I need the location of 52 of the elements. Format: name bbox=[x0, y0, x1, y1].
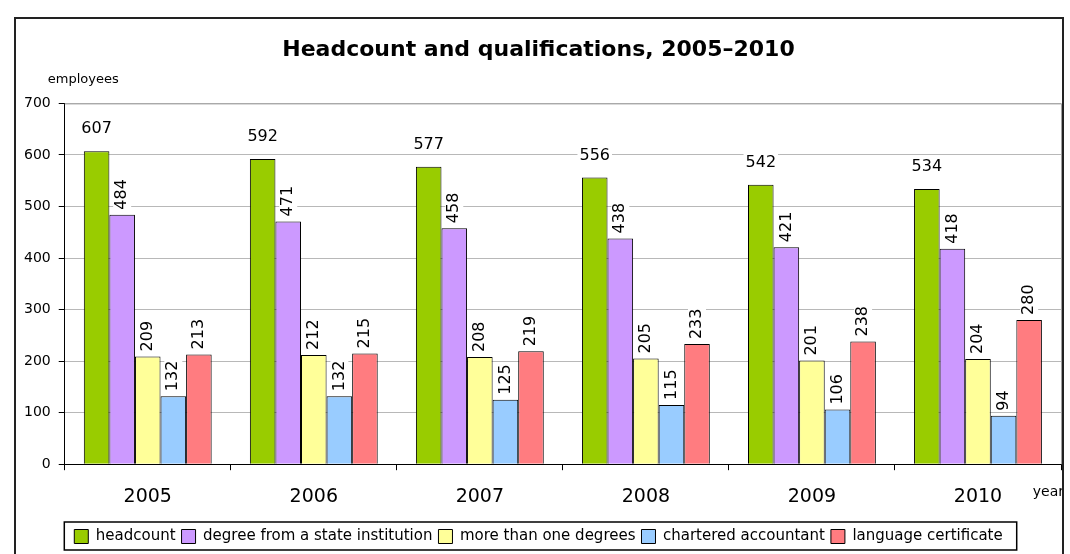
data-label: 592 bbox=[247, 126, 278, 146]
data-label: 607 bbox=[81, 118, 112, 138]
data-label: 233 bbox=[686, 308, 706, 340]
chart-title: Headcount and qualifications, 2005–2010 bbox=[282, 35, 795, 61]
data-label: 534 bbox=[911, 156, 943, 176]
legend-label: degree from a state institution bbox=[203, 526, 433, 545]
y-axis-title: employees bbox=[47, 70, 119, 86]
data-label: 212 bbox=[302, 319, 322, 350]
x-axis-title: year bbox=[1032, 482, 1065, 499]
y-tick-label: 700 bbox=[23, 94, 51, 111]
x-tick-label: 2008 bbox=[621, 483, 671, 506]
data-label: 209 bbox=[136, 320, 156, 352]
data-label: 205 bbox=[635, 322, 655, 354]
data-label: 577 bbox=[413, 133, 444, 153]
x-tick-label: 2007 bbox=[455, 483, 505, 506]
x-tick-label: 2005 bbox=[123, 483, 172, 506]
data-label: 484 bbox=[111, 179, 131, 210]
data-label: 438 bbox=[609, 202, 629, 234]
y-tick-label: 300 bbox=[23, 300, 51, 317]
data-label: 458 bbox=[443, 192, 463, 224]
data-label: 215 bbox=[354, 317, 374, 349]
data-label: 106 bbox=[826, 374, 846, 405]
legend-label: chartered accountant bbox=[663, 526, 826, 545]
legend-label: language certificate bbox=[852, 526, 1003, 545]
data-label: 219 bbox=[520, 315, 540, 347]
data-label: 94 bbox=[992, 390, 1012, 411]
data-label: 421 bbox=[775, 211, 795, 243]
x-tick-label: 2006 bbox=[289, 483, 338, 506]
y-tick-label: 400 bbox=[23, 248, 51, 265]
legend-label: headcount bbox=[95, 526, 176, 545]
data-label: 201 bbox=[801, 325, 821, 356]
data-label: 213 bbox=[188, 318, 208, 350]
data-label: 471 bbox=[277, 185, 297, 217]
y-tick-label: 200 bbox=[23, 351, 51, 368]
x-tick-label: 2009 bbox=[787, 483, 837, 506]
data-label: 238 bbox=[852, 305, 872, 337]
data-label: 115 bbox=[660, 369, 680, 400]
y-tick-label: 0 bbox=[41, 454, 51, 471]
x-tick-label: 2010 bbox=[953, 483, 1003, 506]
data-label: 280 bbox=[1018, 284, 1038, 315]
data-label: 132 bbox=[328, 360, 348, 392]
data-label: 132 bbox=[162, 360, 182, 392]
data-label: 542 bbox=[745, 151, 777, 171]
data-label: 208 bbox=[468, 321, 488, 352]
data-label: 204 bbox=[967, 323, 987, 355]
y-tick-label: 500 bbox=[23, 197, 51, 214]
y-tick-label: 600 bbox=[23, 145, 51, 162]
data-label: 418 bbox=[941, 213, 961, 244]
data-label: 125 bbox=[494, 364, 514, 395]
legend-label: more than one degrees bbox=[459, 526, 636, 545]
y-tick-label: 100 bbox=[23, 403, 51, 420]
data-label: 556 bbox=[579, 144, 611, 164]
